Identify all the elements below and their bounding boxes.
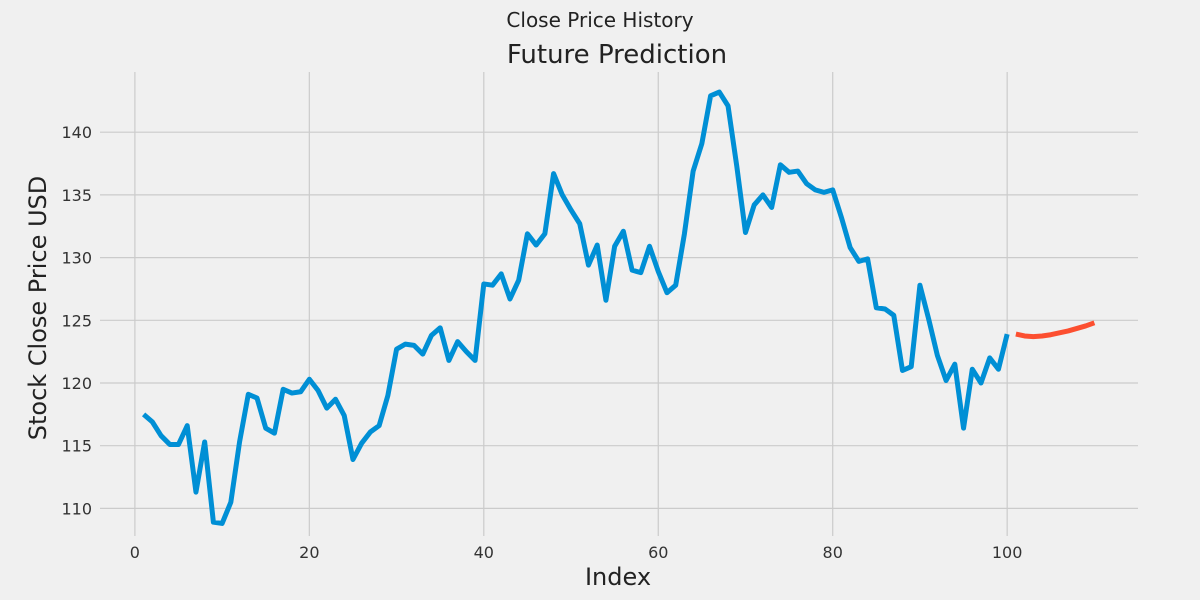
y-tick-label: 115 [61, 437, 92, 456]
tick-labels: 0 20 40 60 80 100 110 115 120 125 130 135 140 [61, 123, 1022, 562]
x-tick-label: 20 [299, 543, 319, 562]
series-group [141, 89, 1096, 526]
x-tick-label: 80 [823, 543, 843, 562]
x-tick-label: 0 [130, 543, 140, 562]
x-tick-label: 60 [648, 543, 668, 562]
x-tick-label: 100 [992, 543, 1023, 562]
prediction-line [1015, 320, 1096, 340]
chart-title: Future Prediction [507, 40, 727, 70]
chart-suptitle: Close Price History [506, 8, 693, 32]
y-tick-label: 135 [61, 186, 92, 205]
y-tick-label: 110 [61, 499, 92, 518]
y-axis-label: Stock Close Price USD [24, 176, 52, 441]
x-axis-label: Index [585, 563, 651, 591]
y-tick-label: 125 [61, 311, 92, 330]
y-tick-label: 130 [61, 249, 92, 268]
y-tick-label: 120 [61, 374, 92, 393]
x-tick-label: 40 [474, 543, 494, 562]
y-tick-label: 140 [61, 123, 92, 142]
grid [100, 72, 1138, 536]
close-price-line [141, 89, 1010, 526]
